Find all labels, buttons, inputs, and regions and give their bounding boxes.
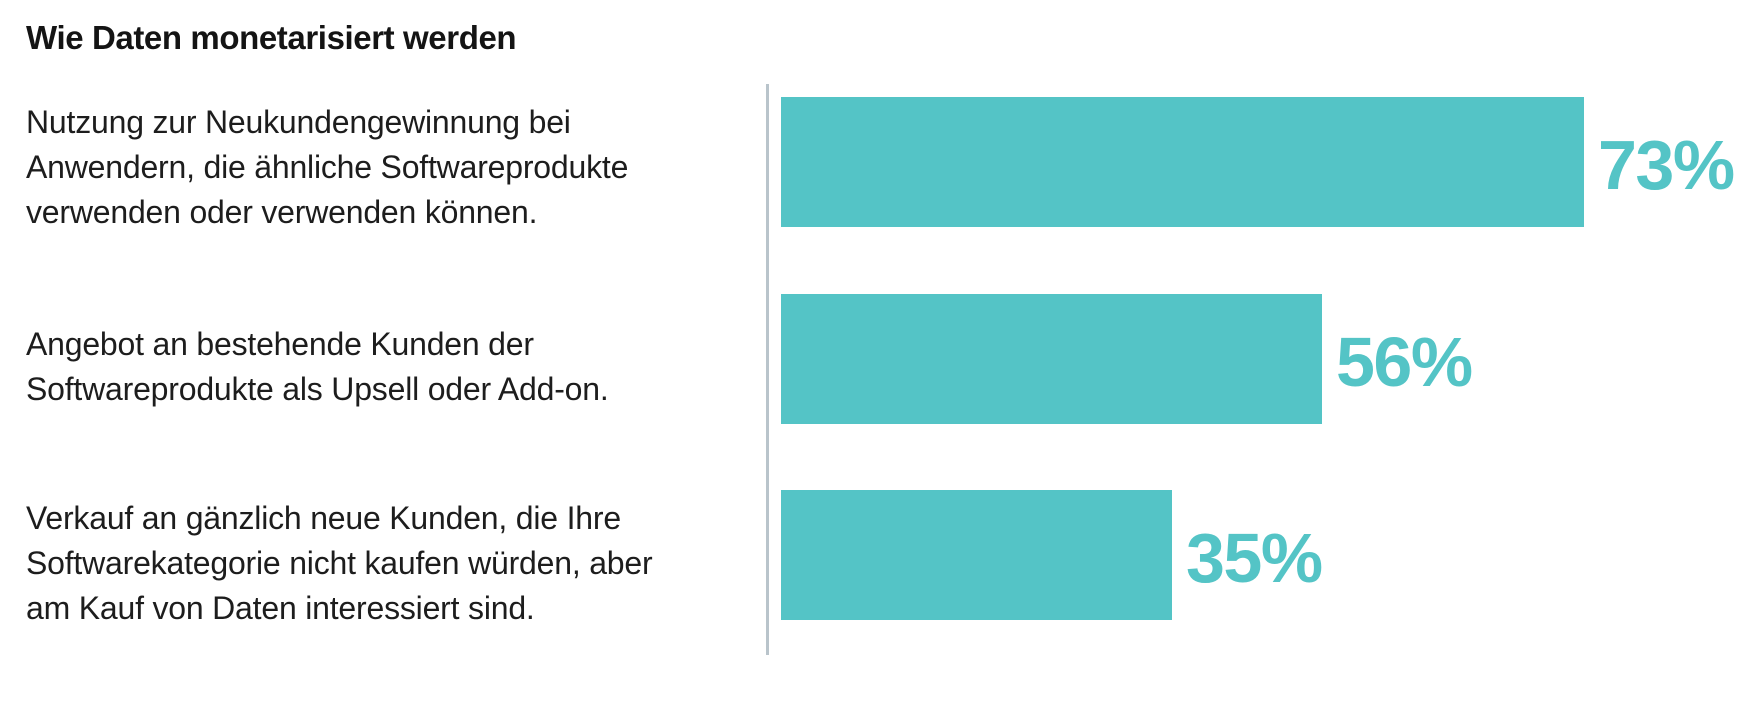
category-label: Nutzung zur Neukundengewinnung bei Anwen… — [26, 100, 746, 235]
category-label: Verkauf an gänzlich neue Kunden, die Ihr… — [26, 496, 746, 631]
value-label: 73% — [1598, 126, 1735, 204]
bar — [781, 490, 1172, 620]
bar — [781, 294, 1322, 424]
category-label-line: Softwareprodukte als Upsell oder Add-on. — [26, 371, 609, 407]
category-label-line: Nutzung zur Neukundengewinnung bei — [26, 104, 571, 140]
category-label-line: Verkauf an gänzlich neue Kunden, die Ihr… — [26, 500, 621, 536]
category-label-line: verwenden oder verwenden können. — [26, 194, 538, 230]
category-label-line: am Kauf von Daten interessiert sind. — [26, 590, 535, 626]
category-label-line: Anwendern, die ähnliche Softwareprodukte — [26, 149, 629, 185]
category-label: Angebot an bestehende Kunden der Softwar… — [26, 322, 746, 412]
bar — [781, 97, 1584, 227]
category-label-line: Angebot an bestehende Kunden der — [26, 326, 534, 362]
value-label: 56% — [1336, 323, 1473, 401]
value-label: 35% — [1186, 519, 1323, 597]
category-label-line: Softwarekategorie nicht kaufen würden, a… — [26, 545, 653, 581]
chart-title: Wie Daten monetarisiert werden — [26, 19, 517, 56]
axis-baseline — [766, 84, 769, 655]
